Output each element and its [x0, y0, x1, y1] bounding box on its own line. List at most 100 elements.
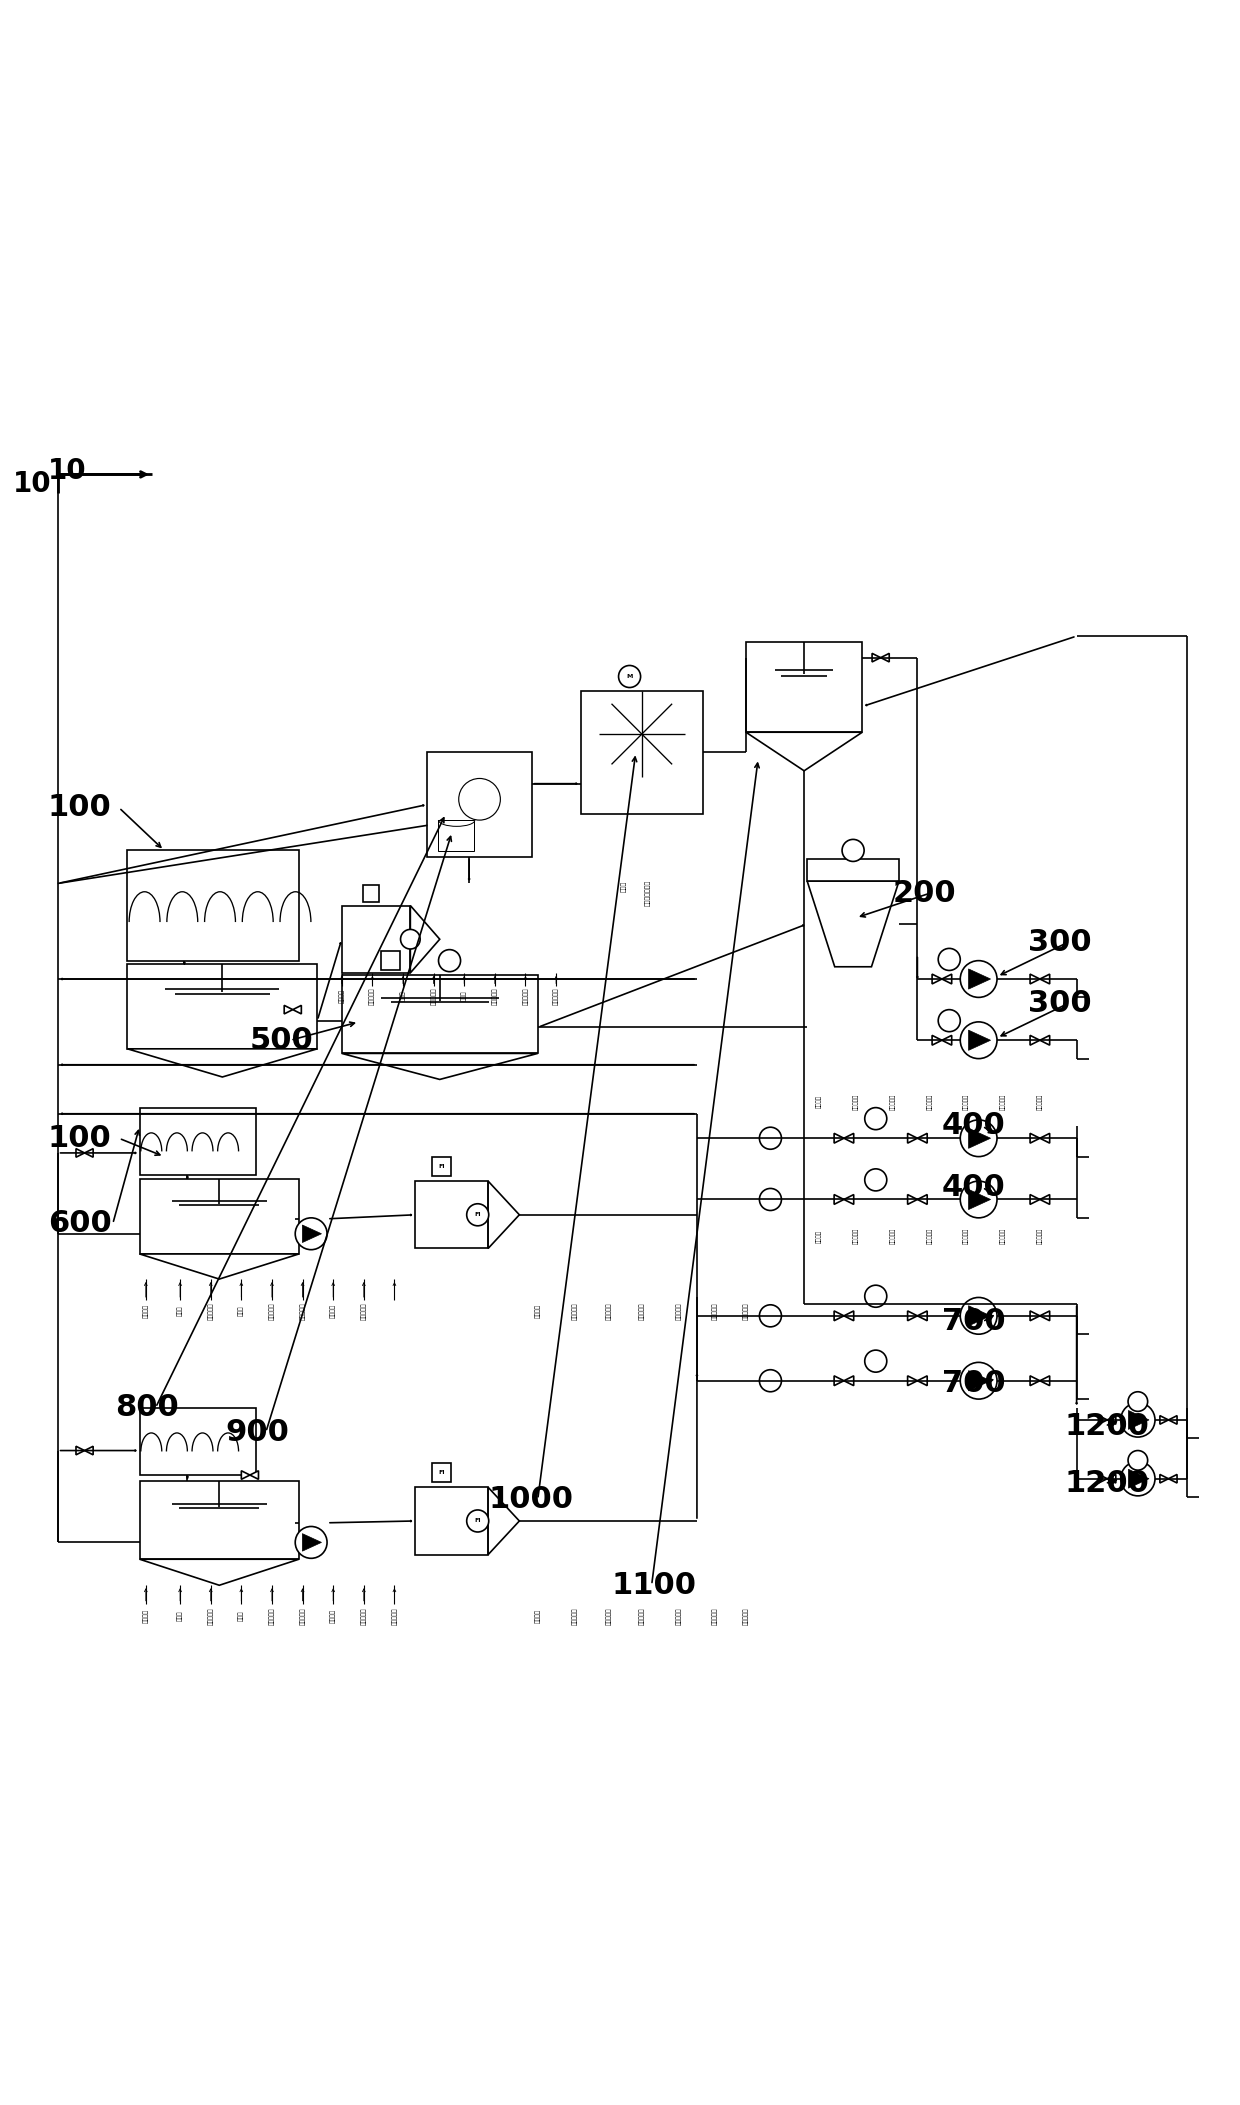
- Text: 自动调节阀: 自动调节阀: [361, 1606, 367, 1625]
- Text: 自动调节阀: 自动调节阀: [676, 1606, 681, 1625]
- Polygon shape: [1040, 975, 1050, 983]
- Polygon shape: [918, 1311, 928, 1320]
- Circle shape: [759, 1305, 781, 1326]
- Circle shape: [960, 1362, 997, 1400]
- Circle shape: [864, 1349, 887, 1372]
- Polygon shape: [1107, 1417, 1116, 1425]
- Polygon shape: [807, 882, 899, 966]
- Text: 100: 100: [48, 1124, 112, 1154]
- Text: 冷媒储罐: 冷媒储罐: [330, 1608, 336, 1623]
- Polygon shape: [1040, 1377, 1050, 1385]
- Bar: [140, 1179, 299, 1255]
- Polygon shape: [835, 1132, 844, 1143]
- Text: 自动调节阀: 自动调节阀: [713, 1303, 718, 1320]
- Polygon shape: [489, 1181, 520, 1248]
- Text: 300: 300: [1028, 928, 1091, 958]
- Text: 液氨泵: 液氨泵: [177, 1610, 182, 1621]
- Polygon shape: [1099, 1474, 1107, 1484]
- Polygon shape: [1040, 1311, 1050, 1320]
- Circle shape: [864, 1107, 887, 1130]
- Text: 自动调节阀: 自动调节阀: [963, 1092, 970, 1109]
- Bar: [432, 1158, 450, 1177]
- Text: 至冷冻收集系统: 至冷冻收集系统: [645, 880, 651, 907]
- Text: 500: 500: [250, 1025, 314, 1055]
- Polygon shape: [303, 1225, 321, 1242]
- Text: 自动调节阀: 自动调节阀: [606, 1606, 611, 1625]
- Polygon shape: [880, 653, 889, 661]
- Text: 自动调节阀: 自动调节阀: [208, 1303, 213, 1320]
- Polygon shape: [1168, 1474, 1177, 1484]
- Circle shape: [1121, 1402, 1154, 1438]
- Circle shape: [939, 1010, 960, 1031]
- Circle shape: [960, 1021, 997, 1059]
- Polygon shape: [140, 1255, 299, 1280]
- Polygon shape: [908, 1311, 918, 1320]
- Polygon shape: [844, 1194, 853, 1204]
- Circle shape: [619, 665, 641, 688]
- Polygon shape: [489, 1488, 520, 1556]
- Bar: [140, 1107, 255, 1175]
- Circle shape: [864, 1286, 887, 1307]
- Polygon shape: [908, 1377, 918, 1385]
- Text: 冷媒储罐: 冷媒储罐: [817, 1095, 822, 1107]
- Bar: [140, 1408, 255, 1476]
- Polygon shape: [128, 1048, 317, 1078]
- Polygon shape: [844, 1132, 853, 1143]
- Circle shape: [960, 960, 997, 998]
- Polygon shape: [918, 1194, 928, 1204]
- Polygon shape: [1040, 1036, 1050, 1046]
- Circle shape: [960, 1120, 997, 1156]
- Text: 冷媒循环泵: 冷媒循环泵: [639, 1606, 645, 1625]
- Circle shape: [295, 1219, 327, 1250]
- Text: 蒸发器: 蒸发器: [238, 1305, 244, 1316]
- Polygon shape: [76, 1149, 84, 1158]
- Text: 冷媒循环泵: 冷媒循环泵: [639, 1303, 645, 1320]
- Polygon shape: [1159, 1474, 1168, 1484]
- Text: 1100: 1100: [611, 1570, 696, 1600]
- Circle shape: [1128, 1450, 1148, 1469]
- Circle shape: [439, 949, 460, 973]
- Text: FI: FI: [475, 1212, 481, 1217]
- Circle shape: [960, 1297, 997, 1335]
- Polygon shape: [968, 1128, 991, 1149]
- Polygon shape: [1030, 1194, 1040, 1204]
- Text: 冷媒循环泵: 冷媒循环泵: [743, 1606, 749, 1625]
- Polygon shape: [968, 1189, 991, 1210]
- Text: FI: FI: [438, 1164, 445, 1168]
- Text: 蒸发器: 蒸发器: [238, 1610, 244, 1621]
- Text: 自动调节阀: 自动调节阀: [492, 987, 497, 1004]
- Polygon shape: [918, 1132, 928, 1143]
- Circle shape: [842, 840, 864, 861]
- Polygon shape: [76, 1446, 84, 1455]
- Text: 400: 400: [942, 1172, 1006, 1202]
- Text: 冷媒储罐: 冷媒储罐: [330, 1303, 336, 1318]
- Polygon shape: [908, 1194, 918, 1204]
- Circle shape: [401, 930, 420, 949]
- Text: 400: 400: [942, 1111, 1006, 1141]
- Text: 10: 10: [12, 469, 52, 497]
- Polygon shape: [746, 733, 862, 770]
- Bar: [342, 905, 410, 973]
- Bar: [438, 821, 475, 850]
- Text: 气液分离器: 气液分离器: [269, 1303, 275, 1320]
- Polygon shape: [932, 1036, 942, 1046]
- Text: 冷媒循环泵: 冷媒循环泵: [926, 1227, 932, 1244]
- Text: 冷媒循环泵: 冷媒循环泵: [743, 1303, 749, 1320]
- Polygon shape: [284, 1006, 293, 1015]
- Text: 600: 600: [48, 1210, 112, 1238]
- Text: FI: FI: [475, 1518, 481, 1524]
- Text: 冷媒储罐: 冷媒储罐: [339, 989, 345, 1004]
- Text: M: M: [626, 674, 632, 680]
- Polygon shape: [1030, 1377, 1040, 1385]
- Polygon shape: [942, 975, 951, 983]
- Text: 900: 900: [226, 1417, 289, 1446]
- Polygon shape: [968, 1305, 991, 1326]
- Polygon shape: [1030, 975, 1040, 983]
- Text: 自动调节阀: 自动调节阀: [963, 1227, 970, 1244]
- Text: 冷媒循环泵: 冷媒循环泵: [1037, 1092, 1043, 1109]
- Polygon shape: [1099, 1417, 1107, 1425]
- Polygon shape: [908, 1132, 918, 1143]
- Circle shape: [960, 1181, 997, 1219]
- Text: 自动调节阀: 自动调节阀: [853, 1092, 859, 1109]
- Circle shape: [759, 1189, 781, 1210]
